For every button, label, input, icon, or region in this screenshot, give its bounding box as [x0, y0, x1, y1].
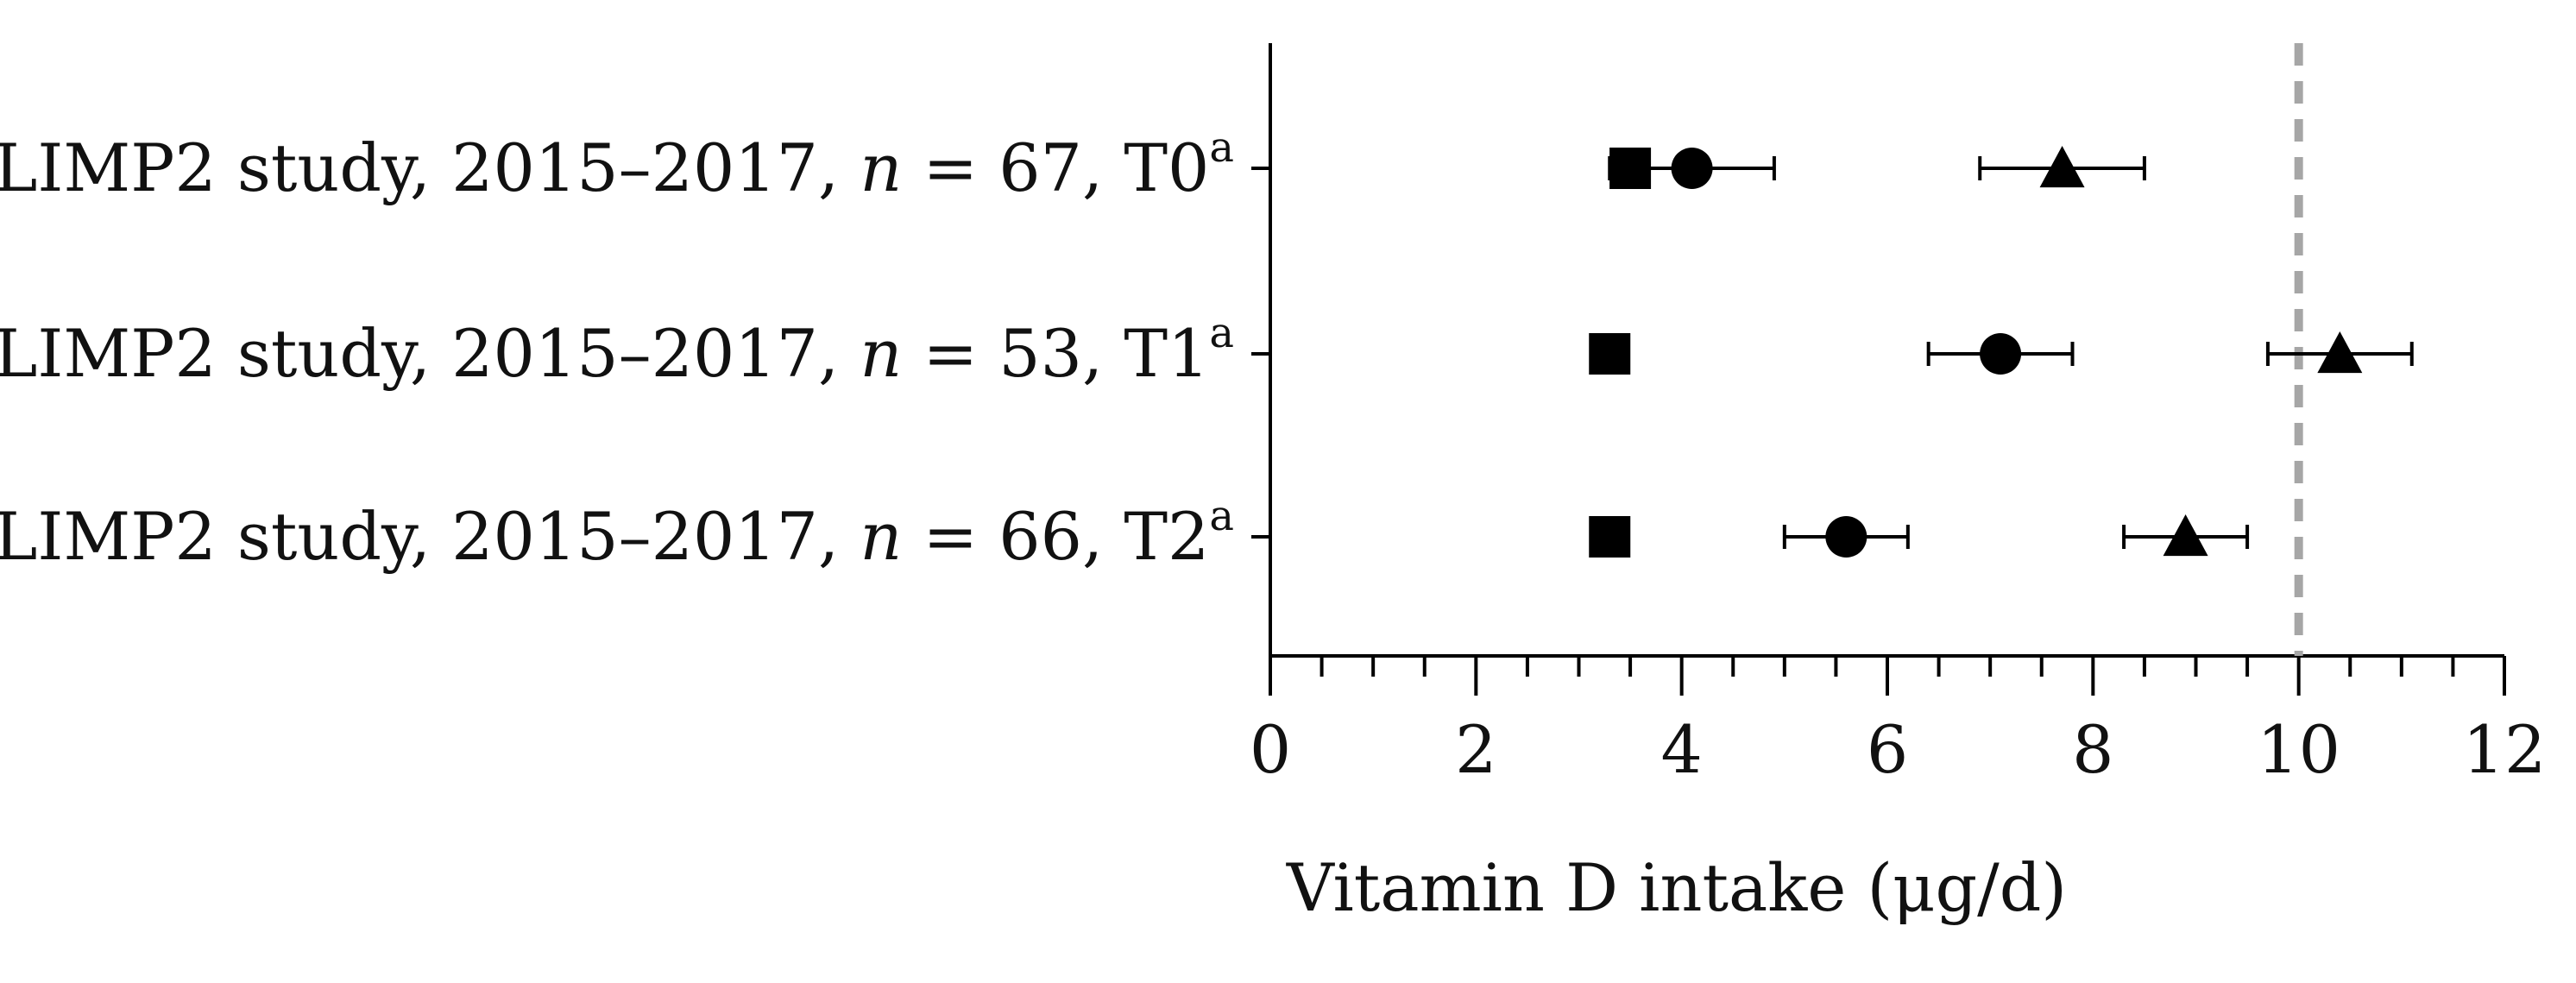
- row-label-main: GLIMP2 study, 2015–2017,: [0, 315, 860, 392]
- circle-marker: [1825, 516, 1867, 558]
- row-label-superscript: a: [1209, 492, 1234, 540]
- x-tick-label: 2: [1455, 711, 1496, 788]
- square-marker: [1589, 516, 1631, 558]
- data-marks: [1589, 146, 2414, 558]
- row-label-main: GLIMP2 study, 2015–2017,: [0, 129, 860, 206]
- x-tick-label: 12: [2463, 711, 2547, 788]
- triangle-marker: [2317, 331, 2363, 374]
- row-label-n: n: [860, 498, 902, 575]
- x-tick-label: 0: [1250, 711, 1291, 788]
- triangle-marker: [2163, 514, 2208, 557]
- square-marker: [1589, 333, 1631, 375]
- x-tick-label: 8: [2072, 711, 2113, 788]
- row-label-1: GLIMP2 study, 2015–2017, n = 53, T1a: [0, 309, 1234, 392]
- triangle-marker: [2039, 146, 2085, 188]
- row-label-n: n: [860, 315, 902, 392]
- circle-marker: [1671, 148, 1713, 189]
- row-label-2: GLIMP2 study, 2015–2017, n = 66, T2a: [0, 492, 1234, 575]
- x-axis-title: Vitamin D intake (μg/d): [1286, 849, 2067, 926]
- axes: 0 2 4 6 8 10 12: [1250, 43, 2547, 788]
- x-tick-label: 10: [2257, 711, 2340, 788]
- row-label-main: GLIMP2 study, 2015–2017,: [0, 498, 860, 575]
- x-tick-label: 4: [1660, 711, 1702, 788]
- row-label-rest: = 66, T2: [902, 498, 1209, 575]
- x-tick-label: 6: [1867, 711, 1908, 788]
- row-label-superscript: a: [1209, 309, 1234, 357]
- row-label-rest: = 53, T1: [902, 315, 1209, 392]
- row-label-rest: = 67, T0: [902, 129, 1209, 206]
- row-label-0: GLIMP2 study, 2015–2017, n = 67, T0a: [0, 123, 1234, 206]
- row-label-superscript: a: [1209, 123, 1234, 172]
- row-label-n: n: [860, 129, 902, 206]
- row-labels: GLIMP2 study, 2015–2017, n = 67, T0aGLIM…: [0, 123, 1234, 575]
- circle-marker: [1980, 333, 2022, 375]
